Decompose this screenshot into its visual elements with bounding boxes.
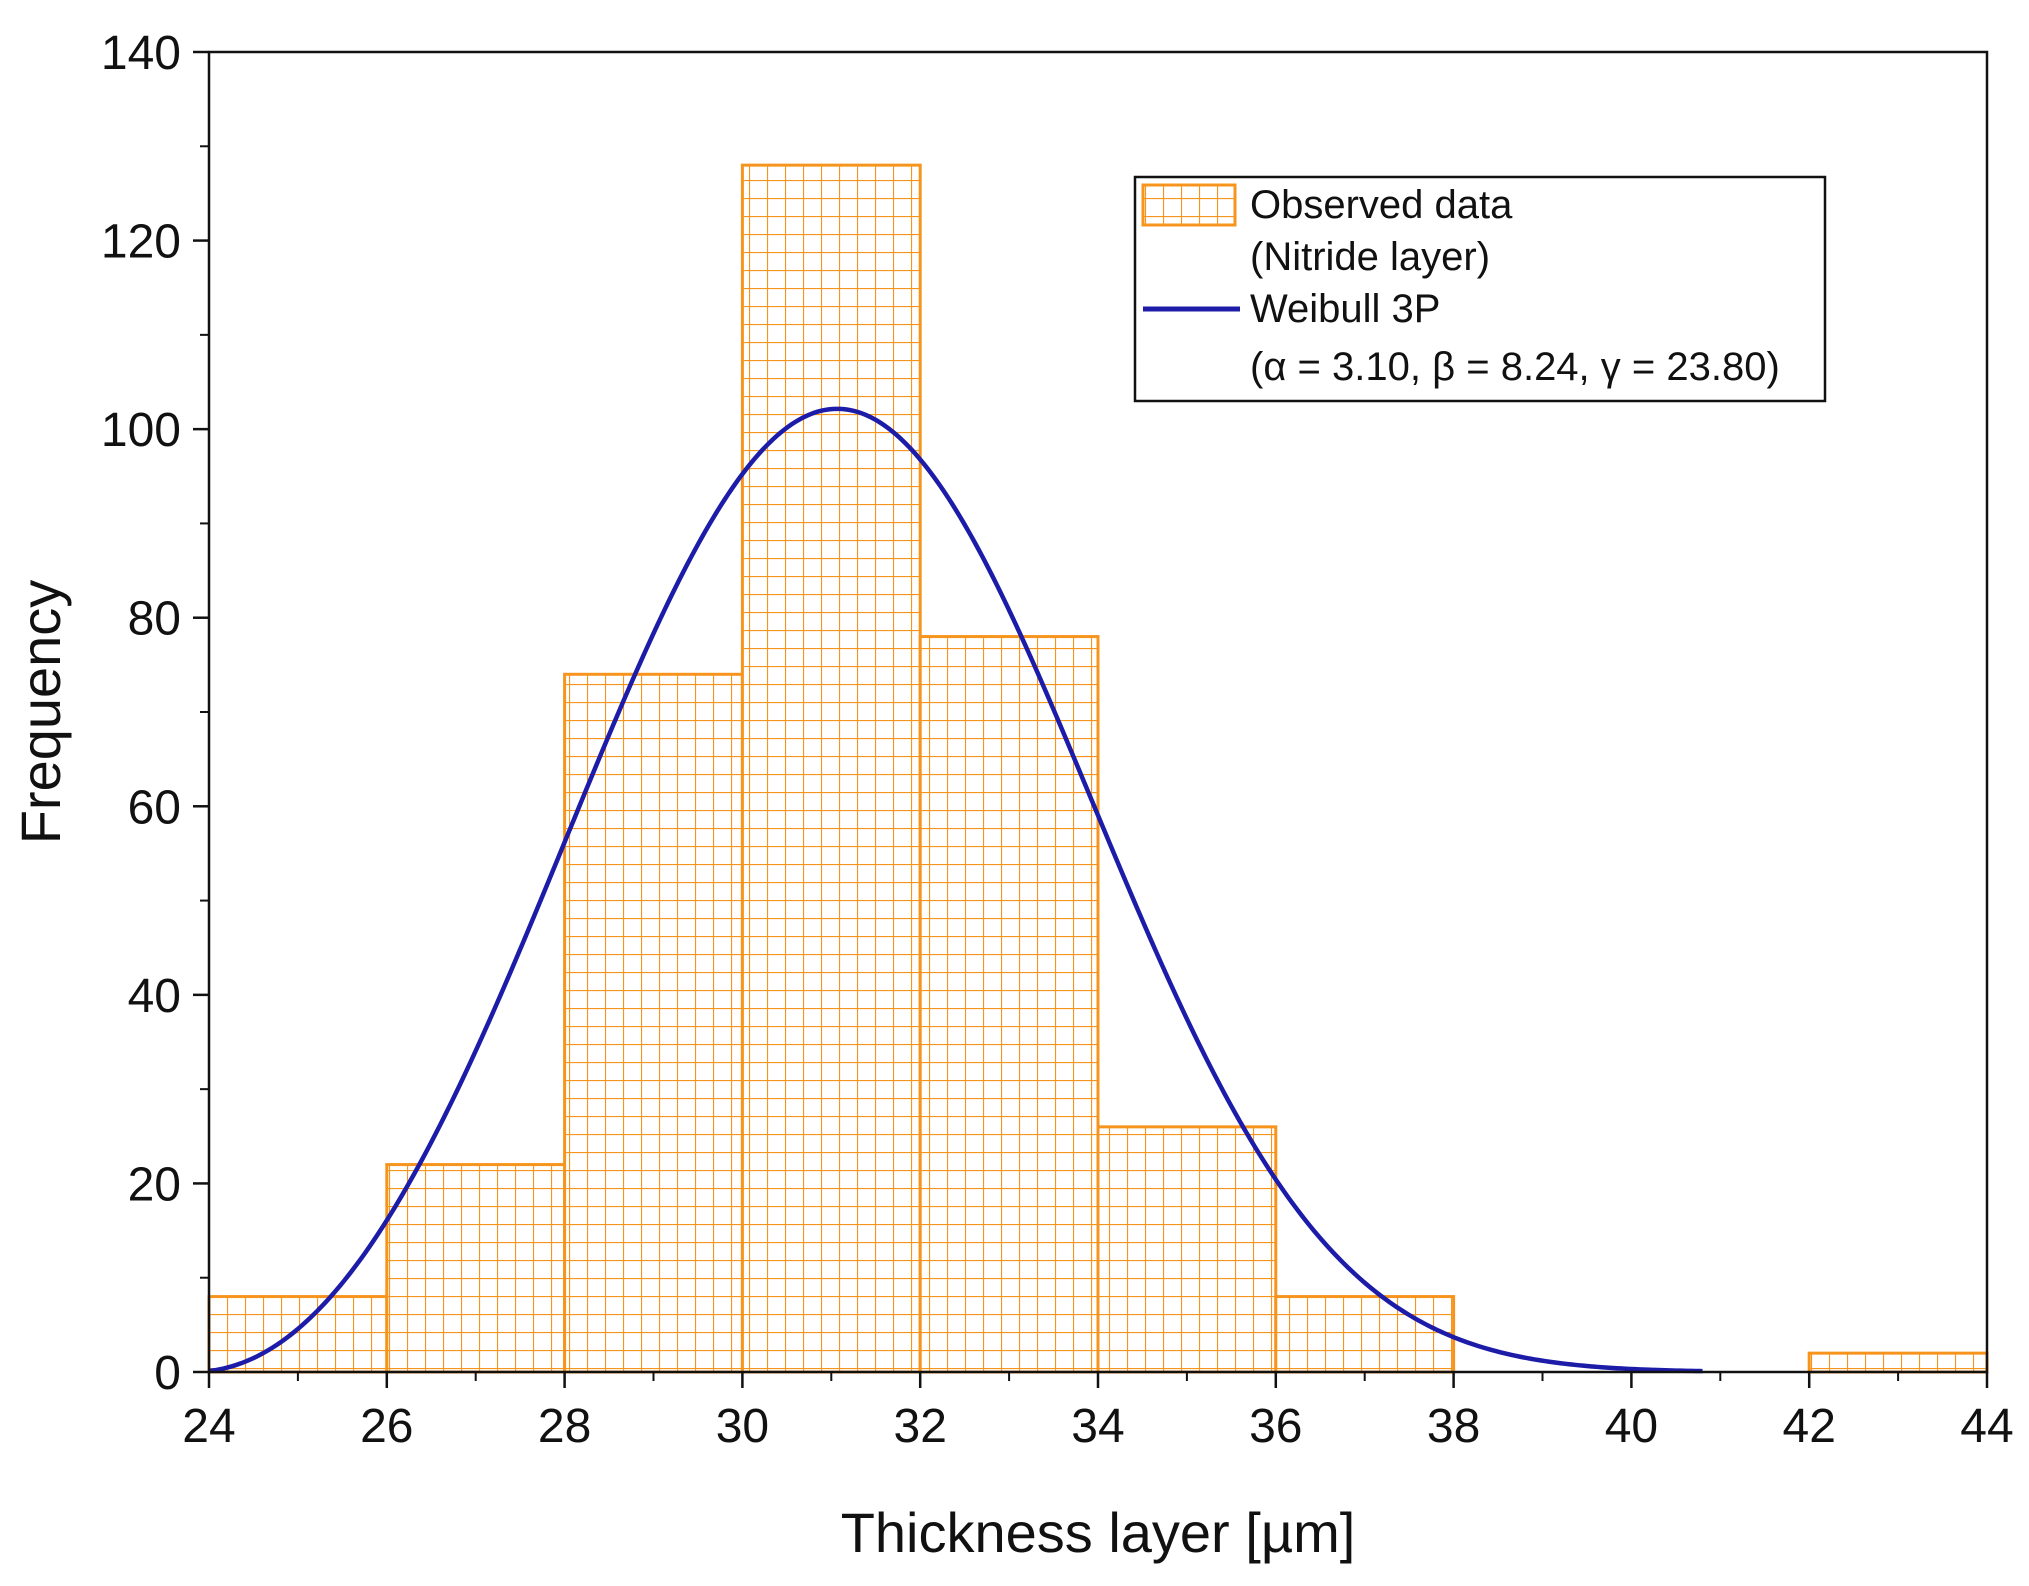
x-tick-label: 44 [1960,1400,2013,1453]
x-tick-label: 28 [538,1400,591,1453]
y-tick-label: 60 [128,781,181,834]
x-tick-label: 40 [1605,1400,1658,1453]
weibull-fit-curve [208,406,1703,1374]
legend: Observed data (Nitride layer) Weibull 3P… [1133,175,1827,403]
y-tick-label: 120 [101,216,181,269]
x-tick-label: 24 [182,1400,235,1453]
x-tick-label: 34 [1071,1400,1124,1453]
legend-label-weibull-params: (α = 3.10, β = 8.24, γ = 23.80) [1250,345,1780,389]
histogram-bar [563,672,744,1374]
legend-label-observed-sub: (Nitride layer) [1250,235,1490,279]
histogram-bar [1096,1125,1278,1374]
histogram-bar [1274,1295,1456,1374]
x-tick-label: 30 [716,1400,769,1453]
y-axis-title: Frequency [9,580,72,845]
y-tick-label: 100 [101,404,181,457]
legend-swatch-observed [1141,183,1237,227]
histogram-bar [740,163,922,1374]
histogram-bar [918,635,1100,1374]
legend-box [1133,175,1827,403]
x-tick-label: 38 [1427,1400,1480,1453]
x-tick-label: 36 [1249,1400,1302,1453]
x-tick-label: 42 [1783,1400,1836,1453]
histogram-bar [207,1295,389,1374]
histogram-bar [385,1163,567,1374]
x-axis-title: Thickness layer [µm] [841,1501,1356,1564]
x-tick-label: 26 [360,1400,413,1453]
y-tick-label: 40 [128,970,181,1023]
legend-label-weibull: Weibull 3P [1250,287,1440,331]
x-tick-label: 32 [894,1400,947,1453]
legend-label-observed: Observed data [1250,183,1513,227]
y-tick-label: 0 [154,1347,181,1400]
histogram-bar [1807,1351,1989,1374]
y-tick-label: 20 [128,1158,181,1211]
y-tick-label: 140 [101,27,181,80]
y-tick-label: 80 [128,593,181,646]
